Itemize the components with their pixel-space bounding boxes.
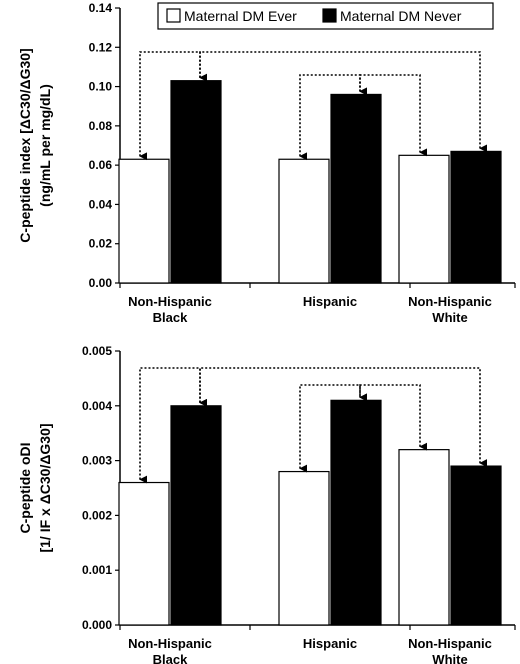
category-label: Black xyxy=(153,310,188,325)
bar-ever xyxy=(278,470,330,626)
category-label: Black xyxy=(153,652,188,664)
y-tick-label: 0.14 xyxy=(89,1,113,15)
y-tick-label: 0.000 xyxy=(82,618,112,632)
comparison-arrow xyxy=(199,51,488,153)
y-tick-label: 0.005 xyxy=(82,344,112,358)
comparison-arrow xyxy=(199,367,488,468)
legend-label-never: Maternal DM Never xyxy=(340,8,462,24)
y-tick-label: 0.00 xyxy=(89,276,113,290)
bar-ever xyxy=(278,158,330,284)
y-tick-label: 0.003 xyxy=(82,454,112,468)
legend-swatch-ever xyxy=(166,8,181,23)
bar-never xyxy=(450,150,502,284)
y-tick-label: 0.10 xyxy=(89,80,113,94)
bar-ever xyxy=(118,481,170,626)
legend: Maternal DM Ever Maternal DM Never xyxy=(157,2,494,30)
bar-never xyxy=(170,80,222,284)
comparison-arrow xyxy=(359,74,428,157)
bar-never xyxy=(170,405,222,626)
legend-label-ever: Maternal DM Ever xyxy=(184,8,297,24)
chart-c-peptide-index: 0.00 0.02 0.04 0.06 0.08 0.10 0.12 0.14 Non-Hisp… xyxy=(17,1,516,325)
category-label: Non-Hispanic xyxy=(408,294,492,309)
bar-ever xyxy=(398,154,450,284)
bar-ever xyxy=(118,158,170,284)
bar-never xyxy=(330,399,382,626)
category-label: Hispanic xyxy=(303,294,357,309)
y-tick-label: 0.002 xyxy=(82,508,112,522)
y-tick-label: 0.04 xyxy=(89,197,113,211)
category-label: Non-Hispanic xyxy=(128,294,212,309)
category-label: Non-Hispanic xyxy=(128,636,212,651)
y-axis-subtitle: (ng/mL per mg/dL) xyxy=(37,84,53,207)
category-label: Hispanic xyxy=(303,636,357,651)
legend-swatch-never xyxy=(322,8,337,23)
comparison-arrow xyxy=(299,384,368,473)
bar-never xyxy=(450,465,502,626)
y-tick-label: 0.02 xyxy=(89,237,113,251)
y-tick-label: 0.004 xyxy=(82,399,112,413)
category-label: White xyxy=(432,652,467,664)
chart-c-peptide-odi: 0.000 0.001 0.002 0.003 0.004 0.005 Non-Hispan… xyxy=(17,344,516,664)
y-tick-label: 0.06 xyxy=(89,158,113,172)
category-label: Non-Hispanic xyxy=(408,636,492,651)
y-tick-label: 0.001 xyxy=(82,563,112,577)
y-tick-label: 0.12 xyxy=(89,40,113,54)
y-axis-subtitle: [1/ IF x ΔC30/ΔG30] xyxy=(37,423,53,552)
y-axis-title: C-peptide oDI xyxy=(17,443,33,534)
y-tick-label: 0.08 xyxy=(89,119,113,133)
bar-never xyxy=(330,93,382,284)
category-label: White xyxy=(432,310,467,325)
y-axis-title: C-peptide index [ΔC30/ΔG30] xyxy=(17,48,33,242)
bar-ever xyxy=(398,449,450,626)
